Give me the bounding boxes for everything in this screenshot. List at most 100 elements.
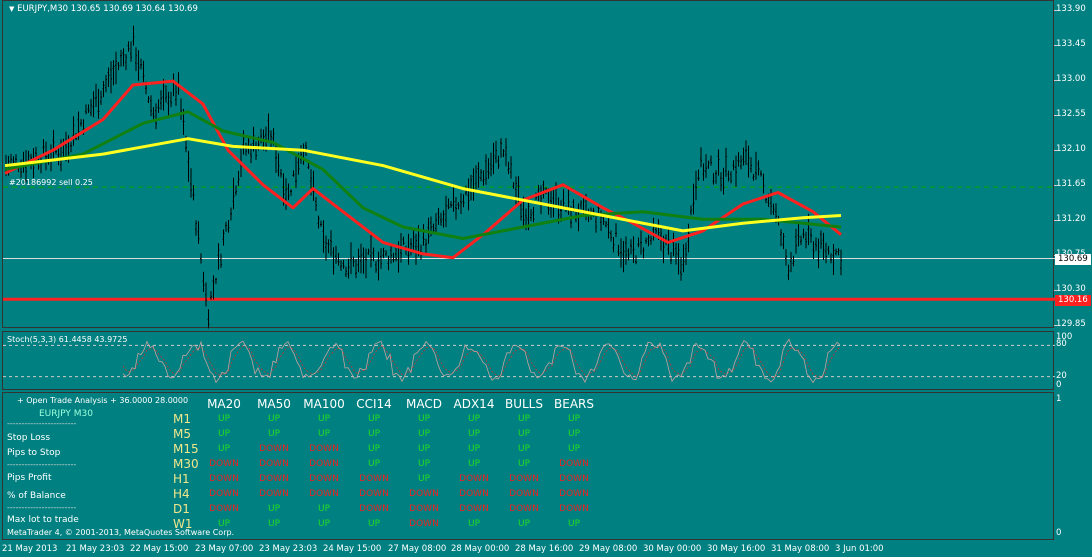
- price-tick: 131.20: [1056, 214, 1086, 224]
- timeframe-label: M30: [173, 457, 199, 471]
- stoch-signal-line: [122, 345, 841, 379]
- timeframe-label: M5: [173, 427, 191, 441]
- timeframe-label: M15: [173, 442, 199, 456]
- stoch-level-20: 20: [1056, 371, 1067, 381]
- time-tick: 21 May 23:03: [66, 544, 125, 554]
- signal-cell: UP: [517, 444, 530, 454]
- time-tick: 27 May 08:00: [388, 544, 447, 554]
- signal-cell: DOWN: [459, 504, 489, 514]
- pct-balance-label: % of Balance: [7, 491, 66, 501]
- price-tick: 131.65: [1056, 179, 1086, 189]
- signal-cell: DOWN: [359, 504, 389, 514]
- trade-analysis-pane[interactable]: + Open Trade Analysis + 36.0000 28.0000 …: [2, 392, 1054, 540]
- signal-cell: UP: [517, 414, 530, 424]
- signal-cell: DOWN: [309, 474, 339, 484]
- price-chart-pane[interactable]: ▼ EURJPY,M30 130.65 130.69 130.64 130.69…: [2, 0, 1055, 329]
- column-header: MA50: [257, 397, 291, 411]
- price-tick: 132.10: [1056, 144, 1086, 154]
- stoch-level-80: 80: [1056, 339, 1067, 349]
- chart-menu-arrow-icon[interactable]: ▼: [9, 5, 15, 13]
- time-tick: 3 Jun 01:00: [835, 544, 884, 554]
- price-tick-mark: [1054, 150, 1058, 151]
- column-header: BEARS: [554, 397, 594, 411]
- separator: ------------------------: [7, 419, 77, 428]
- stoch-level-100: 100: [1056, 332, 1073, 342]
- price-tick-mark: [1054, 80, 1058, 81]
- signal-cell: DOWN: [359, 489, 389, 499]
- signal-cell: UP: [367, 444, 380, 454]
- time-tick: 30 May 16:00: [707, 544, 766, 554]
- order-price-box: 130.16: [1055, 295, 1091, 306]
- time-tick: 21 May 2013: [2, 544, 58, 554]
- signal-cell: UP: [567, 414, 580, 424]
- stochastic-pane[interactable]: Stoch(5,3,3) 61.4458 43.9725: [2, 331, 1055, 390]
- signal-cell: DOWN: [559, 504, 589, 514]
- signal-cell: DOWN: [559, 474, 589, 484]
- time-tick: 23 May 07:00: [195, 544, 254, 554]
- stoch-main-line: [122, 338, 841, 384]
- price-tick-mark: [1054, 185, 1058, 186]
- time-tick: 28 May 00:00: [451, 544, 510, 554]
- signal-cell: UP: [267, 414, 280, 424]
- signal-cell: UP: [417, 444, 430, 454]
- column-header: MACD: [406, 397, 442, 411]
- price-tick-mark: [1054, 115, 1058, 116]
- signal-cell: DOWN: [559, 489, 589, 499]
- signal-cell: UP: [217, 519, 230, 529]
- signal-cell: UP: [467, 519, 480, 529]
- signal-cell: DOWN: [359, 474, 389, 484]
- ma20-red-line: [4, 79, 842, 260]
- signal-cell: UP: [267, 504, 280, 514]
- chart-ohlc: 130.65 130.69 130.64 130.69: [70, 4, 198, 14]
- column-header: CCI14: [356, 397, 392, 411]
- signal-cell: UP: [417, 414, 430, 424]
- signal-cell: UP: [367, 429, 380, 439]
- signal-cell: UP: [467, 444, 480, 454]
- signal-cell: DOWN: [209, 504, 239, 514]
- signal-cell: UP: [417, 459, 430, 469]
- signal-cell: DOWN: [559, 459, 589, 469]
- timeframe-label: W1: [173, 517, 193, 531]
- timeframe-label: M1: [173, 412, 191, 426]
- price-tick-mark: [1054, 220, 1058, 221]
- price-tick-mark: [1054, 10, 1058, 11]
- signal-cell: UP: [517, 429, 530, 439]
- column-header: BULLS: [504, 397, 543, 411]
- signal-cell: DOWN: [409, 519, 439, 529]
- signal-cell: DOWN: [509, 504, 539, 514]
- ma50-green-line: [4, 110, 842, 240]
- signal-cell: UP: [267, 519, 280, 529]
- column-header: MA20: [207, 397, 241, 411]
- time-tick: 28 May 16:00: [515, 544, 574, 554]
- signal-cell: DOWN: [259, 489, 289, 499]
- price-tick: 132.55: [1056, 109, 1086, 119]
- time-tick: 30 May 00:00: [643, 544, 702, 554]
- price-chart-svg: [3, 25, 1055, 329]
- max-lot-label: Max lot to trade: [7, 515, 79, 525]
- current-price-box: 130.69: [1055, 254, 1091, 265]
- signal-cell: UP: [317, 519, 330, 529]
- order-label: #20186992 sell 0.25: [9, 178, 93, 187]
- price-tick: 129.85: [1056, 319, 1086, 329]
- timeframe-label: D1: [173, 502, 190, 516]
- price-tick: 133.00: [1056, 74, 1086, 84]
- column-header: MA100: [303, 397, 345, 411]
- signal-cell: UP: [517, 459, 530, 469]
- signal-cell: UP: [467, 429, 480, 439]
- signal-cell: UP: [417, 429, 430, 439]
- signal-cell: UP: [567, 444, 580, 454]
- price-tick-mark: [1054, 45, 1058, 46]
- price-tick-mark: [1054, 290, 1058, 291]
- signal-cell: UP: [567, 519, 580, 529]
- panel-axis-top: 1: [1056, 394, 1062, 404]
- stop-loss-label: Stop Loss: [7, 433, 51, 443]
- signal-cell: DOWN: [459, 474, 489, 484]
- ma100-yellow-line: [4, 137, 842, 233]
- panel-axis-bottom: 0: [1056, 528, 1062, 538]
- signal-cell: UP: [417, 474, 430, 484]
- signal-cell: UP: [217, 429, 230, 439]
- signal-cell: UP: [317, 429, 330, 439]
- signal-cell: UP: [467, 459, 480, 469]
- signal-cell: UP: [317, 414, 330, 424]
- pips-to-stop-label: Pips to Stop: [7, 448, 61, 458]
